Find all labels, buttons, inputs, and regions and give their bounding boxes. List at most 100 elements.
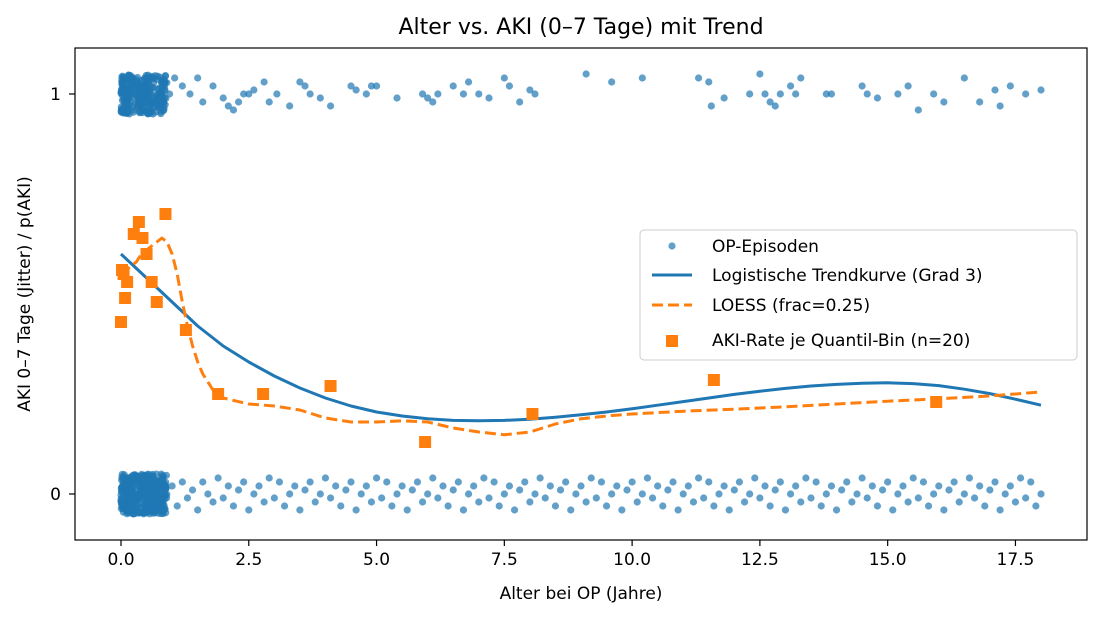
episode-point bbox=[149, 486, 157, 494]
episode-point bbox=[449, 82, 457, 90]
episode-point bbox=[418, 498, 427, 506]
episode-point bbox=[848, 498, 856, 506]
episode-point bbox=[776, 478, 784, 486]
episode-point bbox=[822, 90, 830, 98]
episode-point bbox=[118, 486, 126, 495]
episode-point bbox=[500, 490, 508, 498]
episode-point bbox=[817, 502, 825, 510]
episode-point bbox=[229, 106, 238, 114]
episode-point bbox=[965, 474, 974, 482]
episode-point bbox=[832, 506, 841, 514]
episode-point bbox=[286, 490, 294, 498]
episode-point bbox=[505, 482, 514, 490]
x-axis-label: Alter bei OP (Jahre) bbox=[500, 584, 663, 604]
episode-point bbox=[976, 482, 984, 490]
episode-point bbox=[516, 98, 524, 106]
episode-point bbox=[280, 502, 289, 510]
episode-point bbox=[204, 490, 212, 498]
episode-point bbox=[326, 102, 335, 110]
episode-point bbox=[156, 481, 165, 489]
episode-point bbox=[991, 478, 999, 486]
episode-point bbox=[424, 490, 432, 498]
trend-line bbox=[119, 252, 1042, 423]
y-tick-label: 1 bbox=[50, 85, 61, 105]
episode-point bbox=[357, 490, 365, 498]
legend-marker-bins bbox=[666, 335, 678, 347]
episode-point bbox=[145, 102, 153, 110]
episode-point bbox=[362, 90, 370, 98]
episode-point bbox=[146, 89, 154, 97]
bin-rate-marker bbox=[127, 228, 140, 240]
episode-point bbox=[145, 96, 153, 104]
episode-point bbox=[608, 78, 616, 86]
episode-point bbox=[1022, 494, 1030, 502]
episode-point bbox=[792, 482, 800, 490]
episode-point bbox=[976, 98, 984, 106]
episode-point bbox=[352, 506, 360, 514]
episode-point bbox=[689, 498, 698, 506]
episode-point bbox=[725, 506, 733, 514]
episode-point bbox=[301, 82, 309, 90]
episode-point bbox=[707, 102, 715, 110]
episode-point bbox=[128, 486, 136, 494]
episode-point bbox=[128, 73, 136, 81]
episode-point bbox=[250, 86, 258, 94]
episode-point bbox=[424, 94, 432, 102]
episode-point bbox=[531, 90, 539, 98]
episode-point bbox=[165, 90, 174, 98]
episode-point bbox=[592, 494, 600, 502]
episode-point bbox=[730, 486, 738, 494]
episode-point bbox=[234, 486, 243, 494]
episode-point bbox=[337, 502, 345, 510]
episode-point bbox=[648, 494, 657, 502]
episode-point bbox=[996, 102, 1004, 110]
legend-label-loess: LOESS (frac=0.25) bbox=[712, 296, 870, 316]
episode-point bbox=[403, 506, 411, 514]
bin-rate-marker bbox=[419, 436, 432, 448]
episode-point bbox=[638, 490, 646, 498]
plot-area bbox=[115, 70, 1045, 518]
episode-point bbox=[746, 90, 754, 98]
episode-point bbox=[510, 506, 519, 514]
episode-point bbox=[123, 482, 131, 490]
episode-point bbox=[464, 490, 473, 498]
bin-rate-marker bbox=[119, 292, 132, 304]
bin-rate-marker bbox=[324, 380, 337, 392]
episode-point bbox=[393, 94, 401, 102]
episode-point bbox=[771, 102, 779, 110]
episode-point bbox=[597, 478, 606, 486]
episode-point bbox=[464, 78, 473, 86]
episode-point bbox=[311, 498, 319, 506]
episode-point bbox=[526, 498, 534, 506]
episode-point bbox=[567, 506, 575, 514]
episode-point bbox=[904, 498, 912, 506]
bin-rate-marker bbox=[257, 388, 270, 400]
episode-point bbox=[720, 482, 728, 490]
episode-point bbox=[168, 482, 176, 490]
episode-point bbox=[144, 109, 153, 117]
episode-point bbox=[434, 494, 442, 502]
episode-point bbox=[119, 74, 128, 82]
episode-point bbox=[802, 474, 810, 482]
episode-point bbox=[1006, 482, 1014, 490]
episode-point bbox=[914, 494, 922, 502]
episode-point bbox=[388, 502, 396, 510]
episode-point bbox=[720, 94, 728, 102]
episode-point bbox=[1016, 474, 1025, 482]
x-tick-label: 15.0 bbox=[869, 550, 907, 570]
episode-point bbox=[776, 90, 784, 98]
episode-point bbox=[178, 82, 186, 90]
episode-point bbox=[260, 78, 268, 86]
episode-point bbox=[245, 90, 253, 98]
episode-point bbox=[914, 106, 922, 114]
episode-point bbox=[577, 482, 585, 490]
episode-point bbox=[475, 90, 483, 98]
episode-point bbox=[224, 482, 232, 490]
episode-point bbox=[664, 486, 672, 494]
episode-point bbox=[234, 98, 243, 106]
episode-point bbox=[884, 478, 892, 486]
episode-point bbox=[1027, 478, 1035, 486]
episode-point bbox=[904, 82, 912, 90]
episode-point bbox=[214, 474, 222, 482]
episode-point bbox=[485, 94, 493, 102]
